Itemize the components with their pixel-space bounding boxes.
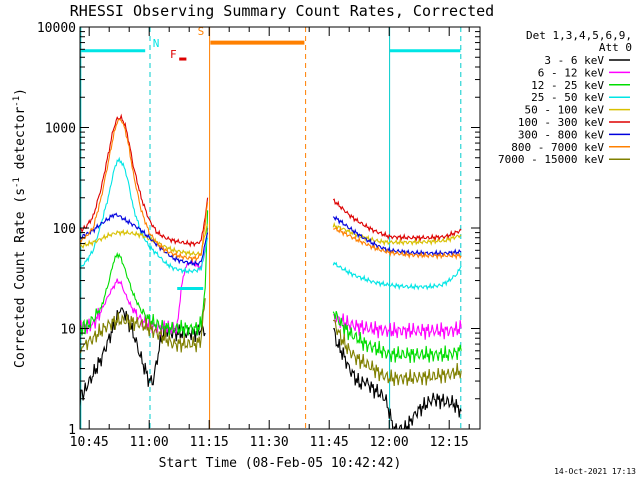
flag-label-n: N: [153, 37, 160, 50]
flag-label-s: S: [198, 25, 205, 38]
x-tick-label-5: 12:00: [370, 435, 409, 450]
legend-label-6: 300 - 800 keV: [518, 128, 604, 141]
x-tick-label-2: 11:15: [190, 435, 229, 450]
series-line-7-seg-1: [333, 226, 462, 261]
y-tick-label-0: 1: [68, 423, 76, 438]
legend-label-7: 800 - 7000 keV: [511, 141, 604, 154]
y-axis-label: Corrected Count Rate (s-1 detector-1): [12, 88, 28, 368]
x-tick-label-4: 11:45: [310, 435, 349, 450]
legend-label-0: 3 - 6 keV: [544, 54, 604, 67]
footer-timestamp: 14-Oct-2021 17:13: [554, 467, 636, 476]
series-line-4-seg-0: [80, 223, 209, 258]
legend-header-line-2: Att 0: [599, 41, 632, 54]
x-tick-label-0: 10:45: [70, 435, 109, 450]
legend-label-1: 6 - 12 keV: [538, 66, 605, 79]
series-group: [80, 27, 462, 429]
series-line-8-seg-1: [332, 319, 462, 386]
legend-label-5: 100 - 300 keV: [518, 116, 604, 129]
series-line-6-seg-0: [80, 212, 209, 267]
legend-label-4: 50 - 100 keV: [525, 104, 605, 117]
x-tick-label-1: 11:00: [130, 435, 169, 450]
x-axis-label: Start Time (08-Feb-05 10:42:42): [159, 456, 402, 471]
series-line-2-seg-1: [332, 311, 462, 364]
overlay-group: NF S: [81, 25, 461, 291]
series-line-8-seg-0: [80, 298, 206, 354]
legend-header-line-1: Det 1,3,4,5,6,9,: [526, 29, 632, 42]
series-line-2-seg-0: [80, 210, 209, 337]
series-line-5-seg-1: [332, 198, 462, 242]
legend-label-3: 25 - 50 keV: [531, 91, 604, 104]
x-tick-label-6: 12:15: [430, 435, 469, 450]
series-line-4-seg-1: [332, 221, 462, 247]
series-line-7-seg-0: [80, 118, 209, 263]
chart-title: RHESSI Observing Summary Count Rates, Co…: [70, 2, 494, 20]
series-line-1-seg-0: [80, 227, 209, 337]
series-line-3-seg-1: [332, 261, 462, 291]
series-line-5-seg-0: [80, 113, 209, 248]
series-line-3-seg-0: [80, 156, 209, 275]
y-tick-label-1: 10: [60, 323, 76, 338]
y-tick-label-3: 1000: [45, 122, 76, 137]
flag-label-f: F: [170, 48, 177, 61]
axis-ticks: 1 10 100 1000 10000 10:45 11:00 11:15 11:30 11:45…: [37, 21, 480, 450]
y-tick-label-4: 10000: [37, 21, 76, 36]
legend-label-2: 12 - 25 keV: [531, 79, 604, 92]
y-tick-label-2: 100: [53, 222, 76, 237]
x-tick-label-3: 11:30: [250, 435, 289, 450]
series-line-1-seg-1: [333, 313, 462, 340]
legend-label-8: 7000 - 15000 keV: [498, 153, 604, 166]
series-line-0-seg-1: [333, 327, 462, 429]
